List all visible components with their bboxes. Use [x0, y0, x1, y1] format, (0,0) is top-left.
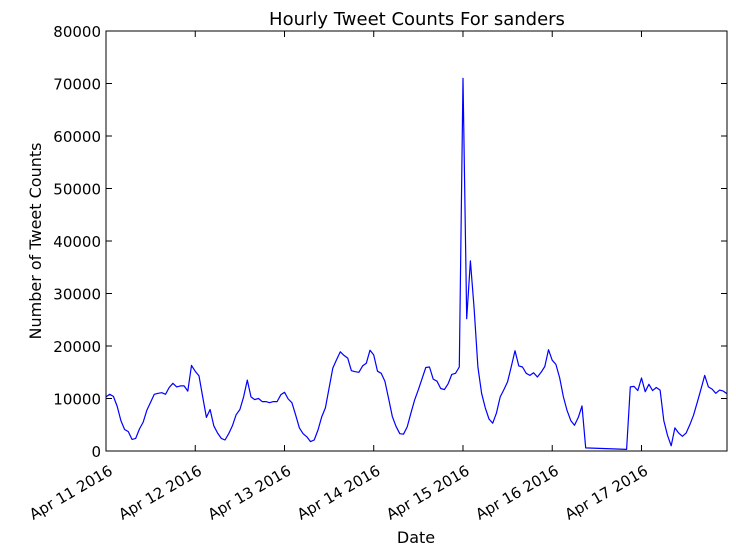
y-axis: 0 10000 20000 30000 40000 50000 60000 70000 8000… [53, 23, 727, 461]
y-tick-label: 70000 [53, 76, 101, 94]
x-tick-label: Apr 15 2016 [383, 462, 472, 524]
x-axis-label: Date [397, 528, 435, 547]
x-axis: Apr 11 2016 Apr 12 2016 Apr 13 2016 Apr 14 … [26, 31, 651, 524]
x-tick-label: Apr 17 2016 [562, 462, 651, 524]
x-tick-label: Apr 14 2016 [294, 462, 383, 524]
plot-area-frame [105, 30, 728, 452]
series-line [106, 77, 727, 450]
y-tick-label: 60000 [53, 128, 101, 146]
y-tick-label: 10000 [53, 391, 101, 409]
x-tick-label: Apr 12 2016 [116, 462, 205, 524]
y-axis-label: Number of Tweet Counts [26, 143, 45, 340]
y-tick-label: 30000 [53, 286, 101, 304]
x-tick-label: Apr 13 2016 [205, 462, 294, 524]
x-tick-label: Apr 16 2016 [473, 462, 562, 524]
chart-title: Hourly Tweet Counts For sanders [269, 9, 565, 30]
y-tick-label: 20000 [53, 338, 101, 356]
y-tick-label: 40000 [53, 233, 101, 251]
plot-clip-region [106, 77, 727, 450]
y-tick-label: 50000 [53, 181, 101, 199]
x-tick-label: Apr 11 2016 [26, 462, 115, 524]
y-tick-label: 0 [91, 443, 101, 461]
y-tick-label: 80000 [53, 23, 101, 41]
